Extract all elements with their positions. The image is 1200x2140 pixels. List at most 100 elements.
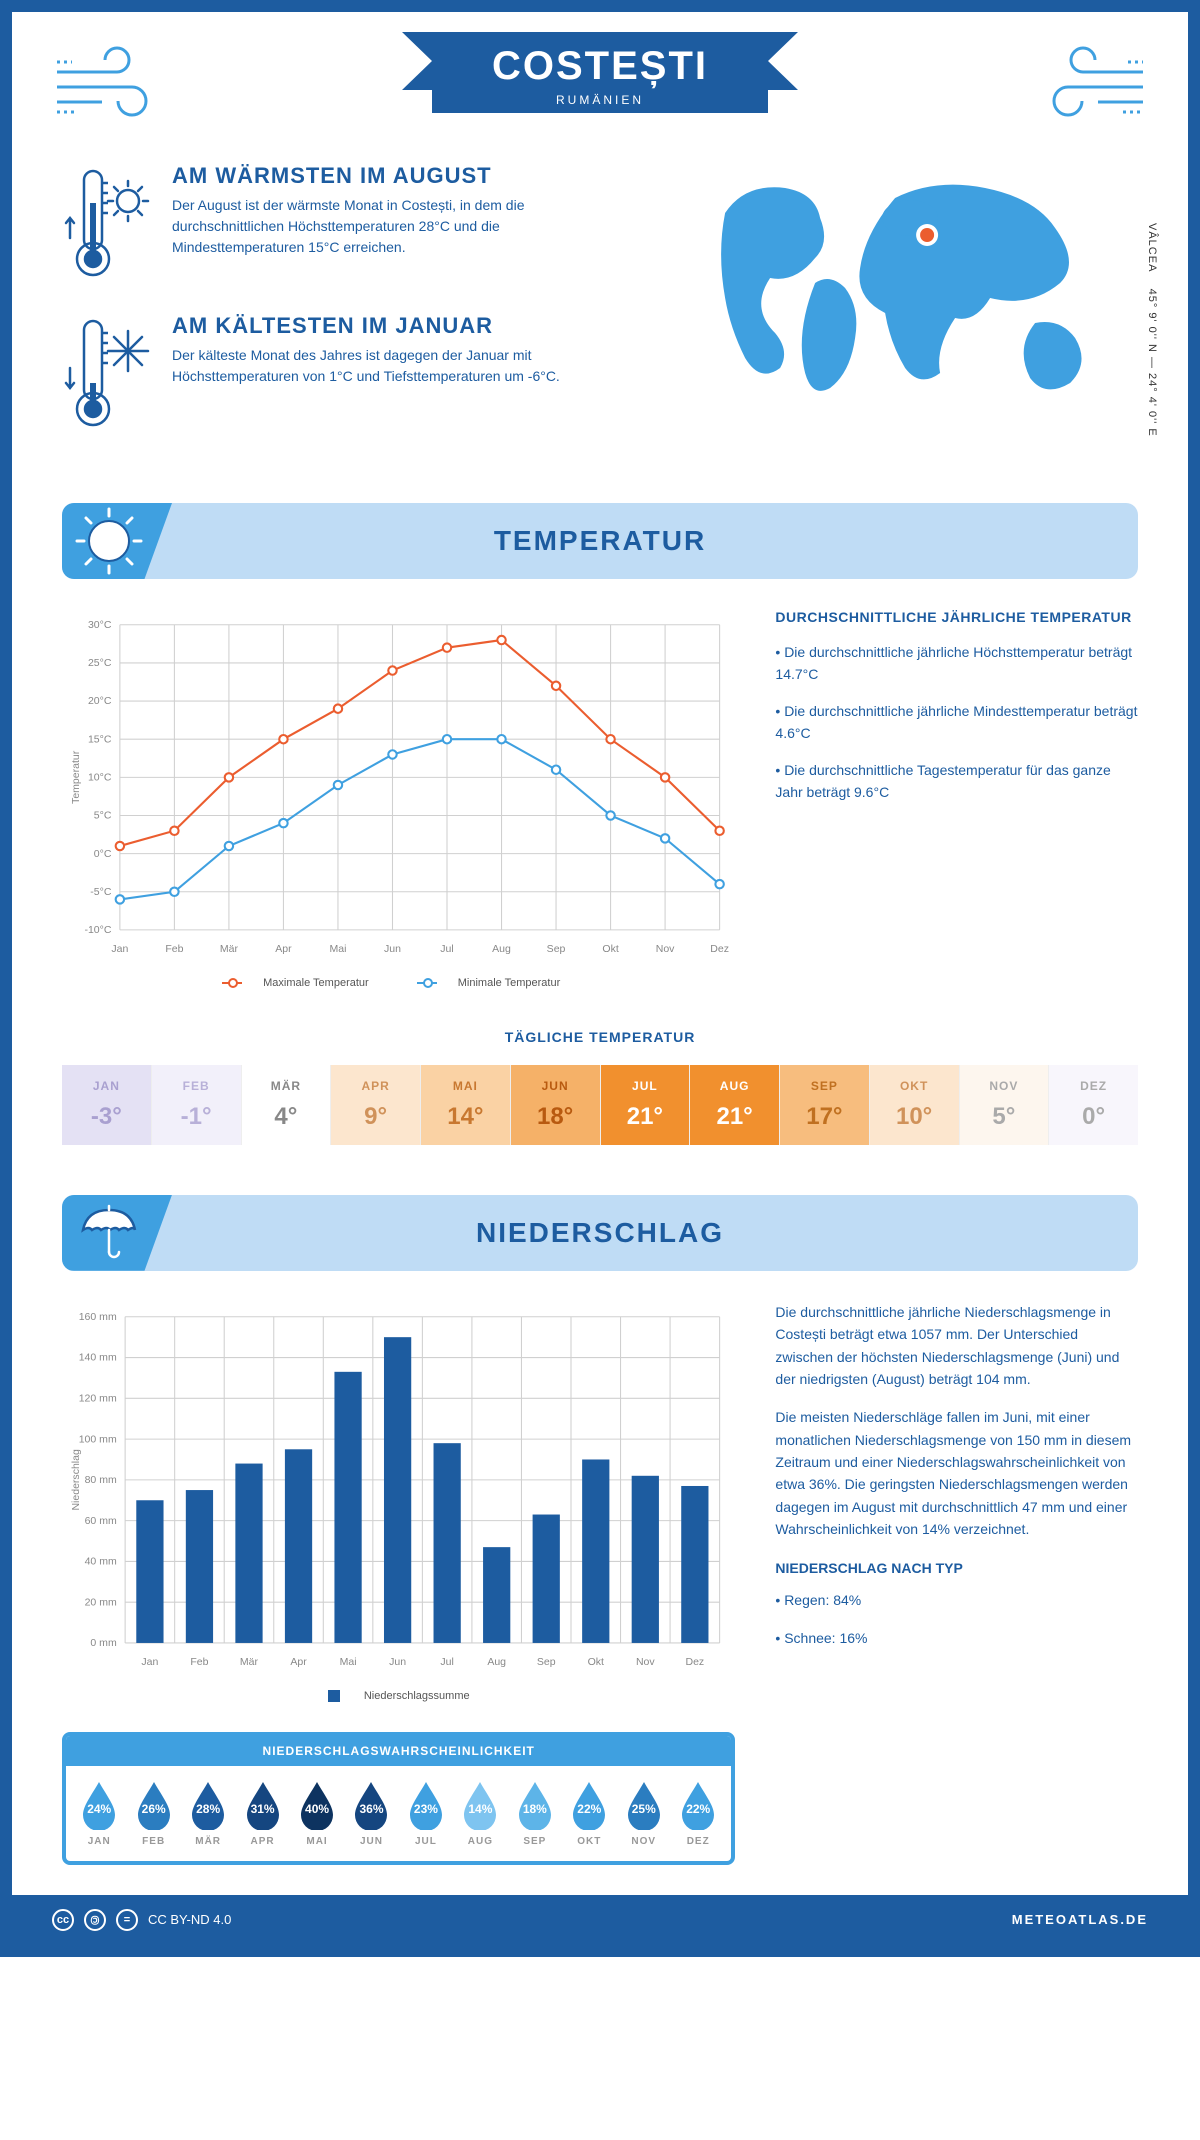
temp-cell: JUN18° bbox=[511, 1065, 601, 1145]
daily-temp-title: TÄGLICHE TEMPERATUR bbox=[62, 1029, 1138, 1045]
prob-cell: 40%MAI bbox=[290, 1780, 344, 1847]
prob-cell: 22%DEZ bbox=[671, 1780, 725, 1847]
prob-cell: 22%OKT bbox=[562, 1780, 616, 1847]
precip-type: • Regen: 84% bbox=[775, 1589, 1138, 1611]
wind-icon bbox=[52, 42, 172, 122]
svg-text:Aug: Aug bbox=[492, 943, 511, 955]
svg-text:Nov: Nov bbox=[636, 1656, 655, 1668]
svg-text:20°C: 20°C bbox=[88, 695, 112, 707]
precip-type-title: NIEDERSCHLAG NACH TYP bbox=[775, 1557, 1138, 1579]
thermometer-cold-icon bbox=[62, 313, 152, 433]
svg-text:25°C: 25°C bbox=[88, 657, 112, 669]
temp-cell: SEP17° bbox=[780, 1065, 870, 1145]
svg-text:30°C: 30°C bbox=[88, 619, 112, 631]
svg-text:100 mm: 100 mm bbox=[79, 1433, 117, 1445]
nd-icon: = bbox=[116, 1909, 138, 1931]
svg-text:Apr: Apr bbox=[290, 1656, 307, 1668]
temp-cell: JUL21° bbox=[601, 1065, 691, 1145]
header: COSTEȘTI RUMÄNIEN bbox=[12, 12, 1188, 143]
by-icon: 🄯 bbox=[84, 1909, 106, 1931]
thermometer-hot-icon bbox=[62, 163, 152, 283]
svg-text:Feb: Feb bbox=[165, 943, 183, 955]
svg-text:0 mm: 0 mm bbox=[90, 1637, 117, 1649]
footer: cc 🄯 = CC BY-ND 4.0 METEOATLAS.DE bbox=[12, 1895, 1188, 1945]
svg-text:Jul: Jul bbox=[440, 943, 453, 955]
fact-coldest: AM KÄLTESTEN IM JANUAR Der kälteste Mona… bbox=[62, 313, 632, 433]
svg-text:Temperatur: Temperatur bbox=[70, 750, 82, 804]
info-bullet: • Die durchschnittliche jährliche Höchst… bbox=[775, 641, 1138, 686]
svg-text:Jul: Jul bbox=[440, 1656, 453, 1668]
fact-cold-body: Der kälteste Monat des Jahres ist dagege… bbox=[172, 345, 632, 387]
temp-cell: APR9° bbox=[331, 1065, 421, 1145]
svg-text:20 mm: 20 mm bbox=[85, 1596, 117, 1608]
svg-text:Mai: Mai bbox=[329, 943, 346, 955]
fact-warmest: AM WÄRMSTEN IM AUGUST Der August ist der… bbox=[62, 163, 632, 283]
prob-cell: 14%AUG bbox=[453, 1780, 507, 1847]
prob-cell: 18%SEP bbox=[508, 1780, 562, 1847]
umbrella-icon bbox=[74, 1198, 144, 1268]
world-map-icon bbox=[672, 163, 1138, 413]
prob-cell: 25%NOV bbox=[617, 1780, 671, 1847]
svg-text:Apr: Apr bbox=[275, 943, 292, 955]
precip-legend: Niederschlagssumme bbox=[62, 1680, 735, 1712]
fact-warm-body: Der August ist der wärmste Monat in Cost… bbox=[172, 195, 632, 258]
sun-icon bbox=[74, 506, 144, 576]
svg-text:-5°C: -5°C bbox=[90, 886, 112, 898]
svg-text:80 mm: 80 mm bbox=[85, 1474, 117, 1486]
title-banner: COSTEȘTI RUMÄNIEN bbox=[432, 32, 768, 113]
svg-text:Jun: Jun bbox=[384, 943, 401, 955]
site-name: METEOATLAS.DE bbox=[1012, 1912, 1148, 1927]
svg-text:Nov: Nov bbox=[656, 943, 675, 955]
content: AM WÄRMSTEN IM AUGUST Der August ist der… bbox=[12, 143, 1188, 1895]
svg-text:15°C: 15°C bbox=[88, 733, 112, 745]
svg-text:140 mm: 140 mm bbox=[79, 1351, 117, 1363]
svg-text:Feb: Feb bbox=[190, 1656, 208, 1668]
daily-temp-table: JAN-3°FEB-1°MÄR4°APR9°MAI14°JUN18°JUL21°… bbox=[62, 1065, 1138, 1145]
svg-text:120 mm: 120 mm bbox=[79, 1392, 117, 1404]
temp-cell: DEZ0° bbox=[1049, 1065, 1138, 1145]
svg-text:40 mm: 40 mm bbox=[85, 1555, 117, 1567]
section-title: NIEDERSCHLAG bbox=[62, 1217, 1138, 1249]
temp-cell: NOV5° bbox=[960, 1065, 1050, 1145]
precip-prob-box: NIEDERSCHLAGSWAHRSCHEINLICHKEIT 24%JAN26… bbox=[62, 1732, 735, 1865]
temp-cell: MAI14° bbox=[421, 1065, 511, 1145]
precip-info: Die durchschnittliche jährliche Niedersc… bbox=[775, 1301, 1138, 1865]
prob-title: NIEDERSCHLAGSWAHRSCHEINLICHKEIT bbox=[66, 1736, 731, 1766]
svg-text:Mai: Mai bbox=[340, 1656, 357, 1668]
fact-warm-title: AM WÄRMSTEN IM AUGUST bbox=[172, 163, 632, 189]
info-bullet: • Die durchschnittliche jährliche Mindes… bbox=[775, 700, 1138, 745]
svg-text:Jan: Jan bbox=[111, 943, 128, 955]
temperature-info: DURCHSCHNITTLICHE JÄHRLICHE TEMPERATUR •… bbox=[775, 609, 1138, 999]
svg-text:10°C: 10°C bbox=[88, 772, 112, 784]
temperature-chart: -10°C-5°C0°C5°C10°C15°C20°C25°C30°CJanFe… bbox=[62, 609, 735, 999]
svg-text:Mär: Mär bbox=[220, 943, 239, 955]
temperature-banner: TEMPERATUR bbox=[62, 503, 1138, 579]
svg-text:Dez: Dez bbox=[710, 943, 729, 955]
temp-cell: MÄR4° bbox=[242, 1065, 332, 1145]
facts-row: AM WÄRMSTEN IM AUGUST Der August ist der… bbox=[62, 163, 1138, 463]
svg-text:-10°C: -10°C bbox=[84, 924, 111, 936]
svg-text:Okt: Okt bbox=[602, 943, 618, 955]
temp-cell: AUG21° bbox=[690, 1065, 780, 1145]
prob-cell: 23%JUL bbox=[399, 1780, 453, 1847]
info-bullet: • Die durchschnittliche Tagestemperatur … bbox=[775, 759, 1138, 804]
prob-cell: 28%MÄR bbox=[181, 1780, 235, 1847]
precip-para: Die meisten Niederschläge fallen im Juni… bbox=[775, 1406, 1138, 1540]
precip-para: Die durchschnittliche jährliche Niedersc… bbox=[775, 1301, 1138, 1391]
wind-icon bbox=[1028, 42, 1148, 122]
svg-text:5°C: 5°C bbox=[94, 810, 112, 822]
prob-cell: 26%FEB bbox=[126, 1780, 180, 1847]
coords-text: VÂLCEA 45° 9' 0'' N — 24° 4' 0'' E bbox=[1146, 223, 1158, 437]
info-title: DURCHSCHNITTLICHE JÄHRLICHE TEMPERATUR bbox=[775, 609, 1138, 625]
svg-text:Niederschlag: Niederschlag bbox=[70, 1449, 82, 1511]
svg-text:Sep: Sep bbox=[537, 1656, 556, 1668]
temp-cell: JAN-3° bbox=[62, 1065, 152, 1145]
svg-text:Sep: Sep bbox=[547, 943, 566, 955]
temp-cell: OKT10° bbox=[870, 1065, 960, 1145]
prob-cell: 24%JAN bbox=[72, 1780, 126, 1847]
svg-text:Aug: Aug bbox=[487, 1656, 506, 1668]
svg-text:Dez: Dez bbox=[685, 1656, 704, 1668]
svg-text:Jan: Jan bbox=[141, 1656, 158, 1668]
temp-cell: FEB-1° bbox=[152, 1065, 242, 1145]
page: COSTEȘTI RUMÄNIEN bbox=[0, 0, 1200, 1957]
